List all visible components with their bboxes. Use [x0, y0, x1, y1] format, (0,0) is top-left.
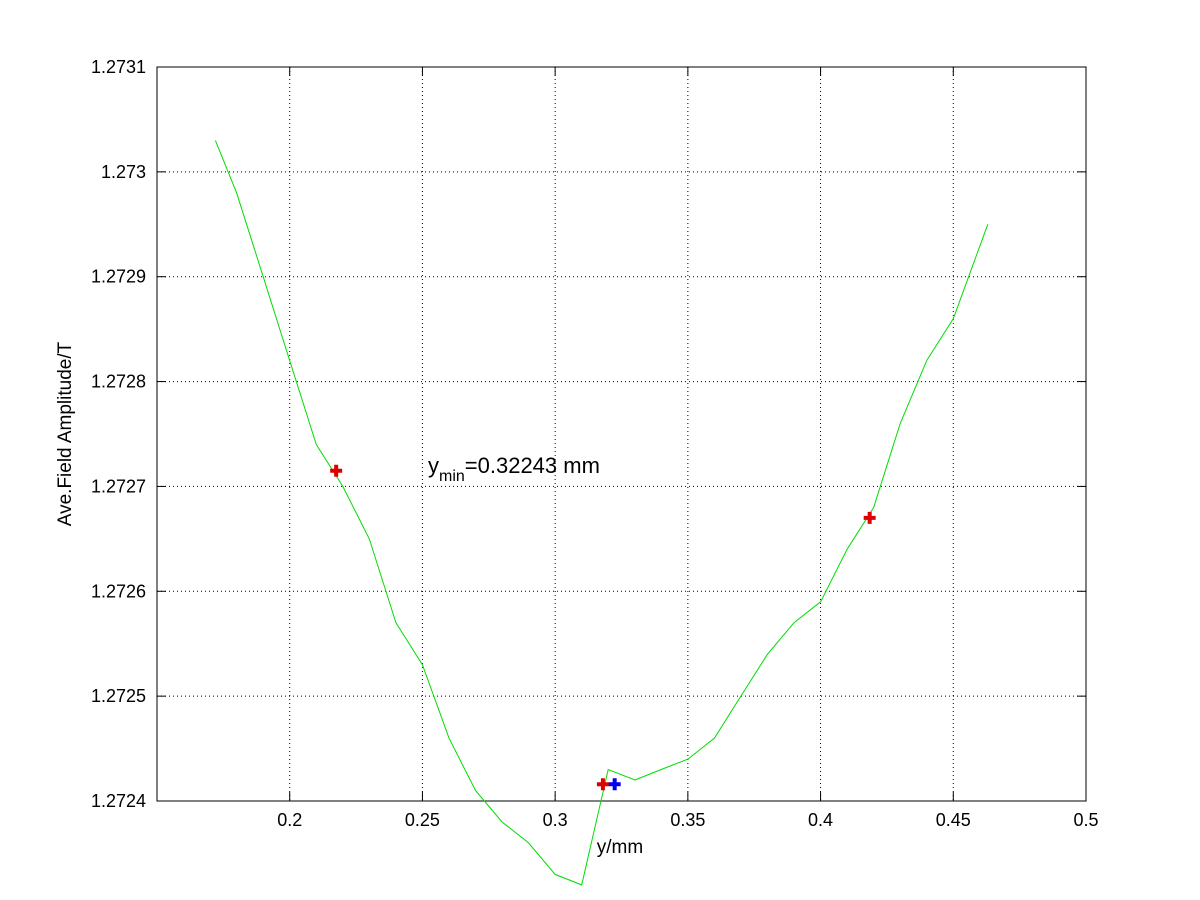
sample-point-marker: [330, 464, 343, 477]
axes-box: [156, 66, 1087, 802]
x-axis-label: y/mm: [597, 837, 643, 858]
annotation-value: =0.32243 mm: [465, 453, 600, 478]
x-tick-label: 0.2: [277, 810, 302, 830]
annotation-base: y: [428, 453, 439, 478]
y-tick-label: 1.2731: [91, 57, 146, 77]
plot-area: 0.2 0.25 0.3 0.35 0.4 0.45 0.5 1.2724 1.2725 1.27…: [91, 57, 1099, 886]
x-tick-label: 0.35: [670, 810, 705, 830]
fit-curve-line: [214, 140, 989, 886]
y-tick-label: 1.2729: [91, 267, 146, 287]
minimum-annotation: ymin=0.32243 mm: [428, 453, 600, 485]
x-tick-label: 0.5: [1073, 810, 1098, 830]
y-tick-label: 1.2727: [91, 476, 146, 496]
sample-point-marker: [863, 511, 876, 524]
x-tick-label: 0.3: [543, 810, 568, 830]
minimum-point-marker: [608, 778, 621, 791]
x-tick-label: 0.45: [936, 810, 971, 830]
y-tick-label: 1.2726: [91, 581, 146, 601]
annotation-subscript: min: [439, 468, 465, 485]
y-tick-label: 1.2724: [91, 791, 146, 811]
y-tick-label: 1.2728: [91, 372, 146, 392]
y-tick-label: 1.273: [101, 162, 146, 182]
y-tick-label: 1.2725: [91, 686, 146, 706]
x-tick-label: 0.25: [405, 810, 440, 830]
sample-point-marker: [596, 778, 609, 791]
x-tick-label: 0.4: [808, 810, 833, 830]
y-axis-label: Ave.Field Amplitude/T: [55, 341, 76, 526]
